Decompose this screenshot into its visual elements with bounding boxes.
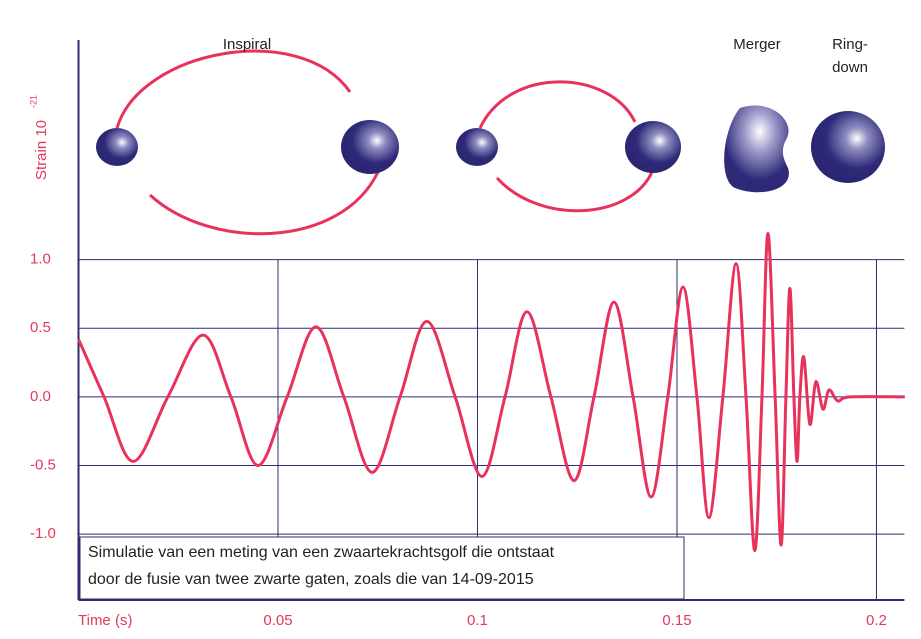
- orbit: [117, 51, 350, 128]
- annotation: Simulatie van een meting van een zwaarte…: [88, 544, 555, 561]
- wave-line: [79, 234, 905, 551]
- x-tick-label: 0.2: [866, 612, 887, 629]
- y-axis-label: Strain 10 -21: [28, 95, 50, 180]
- annotation: door de fusie van twee zwarte gaten, zoa…: [88, 571, 534, 588]
- y-tick-label: 1.0: [30, 251, 51, 268]
- y-tick-label: 0.0: [30, 388, 51, 405]
- stage-label: down: [832, 59, 868, 76]
- orbit: [480, 82, 635, 128]
- stage-label: Ring-: [832, 36, 868, 53]
- x-label: Time (s): [78, 612, 132, 629]
- black-hole: [625, 121, 681, 173]
- x-tick-label: 0.15: [662, 612, 691, 629]
- black-hole: [456, 128, 498, 166]
- x-tick-label: 0.05: [263, 612, 292, 629]
- y-tick-label: -0.5: [30, 456, 56, 473]
- y-label: Strain 10: [33, 120, 50, 180]
- black-hole: [341, 120, 399, 174]
- orbit: [150, 172, 378, 234]
- x-tick-label: 0.1: [467, 612, 488, 629]
- orbit: [497, 172, 652, 211]
- y-tick-label: 0.5: [30, 319, 51, 336]
- stage-label: Merger: [733, 36, 781, 53]
- chart: Inspiral Merger Ring- down Strain 10 -21…: [0, 0, 921, 639]
- stage-label: Inspiral: [223, 36, 271, 53]
- merged-black-hole: [724, 105, 789, 192]
- black-hole: [96, 128, 138, 166]
- y-label-exponent: -21: [28, 95, 38, 108]
- black-hole: [811, 111, 885, 183]
- y-tick-label: -1.0: [30, 525, 56, 542]
